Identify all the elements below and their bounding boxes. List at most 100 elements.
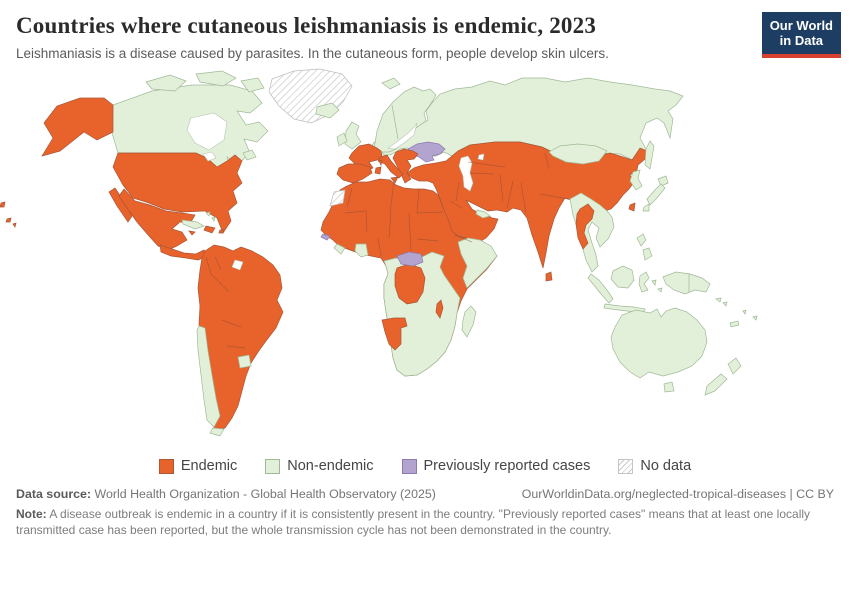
region-thailand[interactable] (575, 203, 595, 250)
region-somalia[interactable] (457, 237, 498, 289)
region-new-guinea[interactable] (662, 271, 711, 295)
region-new-caledonia[interactable] (729, 320, 740, 328)
region-korea[interactable] (629, 169, 643, 191)
region-new-zealand[interactable] (704, 373, 728, 396)
legend-swatch-endemic (158, 458, 174, 474)
region-new-zealand[interactable] (727, 357, 742, 375)
page-title: Countries where cutaneous leishmaniasis … (16, 13, 597, 38)
region-japan[interactable] (657, 175, 669, 187)
region-drc[interactable] (394, 263, 426, 305)
region-svalbard[interactable] (381, 77, 401, 90)
region-australia[interactable] (610, 307, 708, 379)
region-cuba[interactable] (181, 219, 205, 230)
region-sulawesi[interactable] (638, 271, 650, 293)
region-namibia[interactable] (381, 317, 408, 351)
region-puerto-rico[interactable] (218, 229, 225, 234)
region-moluccas[interactable] (651, 279, 657, 286)
region-hispaniola[interactable] (203, 225, 216, 234)
region-philippines[interactable] (636, 233, 647, 247)
great-lakes (202, 151, 217, 162)
header: Countries where cutaneous leishmaniasis … (0, 0, 850, 61)
data-source: Data source: World Health Organization -… (16, 487, 436, 501)
region-iberia[interactable] (336, 163, 373, 184)
region-japan[interactable] (646, 183, 666, 206)
region-central-america[interactable] (159, 244, 209, 261)
owid-logo-line2: in Data (779, 33, 824, 49)
region-tasmania[interactable] (663, 381, 675, 393)
region-alaska[interactable] (41, 97, 114, 157)
region-ireland[interactable] (336, 132, 348, 147)
legend-label-no-data: No data (640, 458, 692, 474)
region-taiwan[interactable] (628, 202, 636, 212)
region-liberia[interactable] (333, 243, 346, 255)
region-mexico[interactable] (118, 188, 196, 251)
region-scandinavia[interactable] (373, 86, 437, 153)
region-hawaii[interactable] (12, 222, 17, 228)
region-tierra-del-fuego[interactable] (209, 427, 225, 437)
region-jamaica[interactable] (188, 230, 196, 236)
region-moluccas[interactable] (657, 287, 663, 293)
footnote-text: A disease outbreak is endemic in a count… (16, 507, 811, 537)
region-greenland[interactable] (268, 68, 353, 124)
region-bahamas[interactable] (205, 211, 211, 217)
region-sumatra[interactable] (587, 273, 614, 304)
region-borneo[interactable] (610, 265, 635, 289)
footnote-label: Note: (16, 507, 47, 521)
owid-logo[interactable]: Our World in Data (761, 12, 841, 58)
legend-label-previously-reported: Previously reported cases (423, 458, 591, 474)
region-solomon-islands[interactable] (715, 297, 722, 303)
footnote: Note: A disease outbreak is endemic in a… (16, 507, 834, 539)
country-borders (205, 104, 690, 349)
legend-swatch-previously-reported (401, 458, 417, 474)
baltic-sea (387, 122, 418, 150)
legend-label-non-endemic: Non-endemic (287, 458, 374, 474)
legend-label-endemic: Endemic (180, 458, 238, 474)
region-philippines[interactable] (642, 247, 653, 261)
caspian-sea (458, 155, 474, 192)
legend-item-non-endemic[interactable]: Non-endemic (265, 458, 374, 474)
region-arctic-islands[interactable] (145, 74, 187, 92)
region-ukraine[interactable] (407, 141, 446, 163)
region-arctic-islands[interactable] (195, 70, 237, 87)
region-sardinia[interactable] (374, 166, 382, 175)
region-corsica[interactable] (378, 159, 383, 167)
region-mongolia[interactable] (548, 143, 608, 165)
region-bahamas[interactable] (211, 216, 216, 222)
region-balkans[interactable] (392, 148, 419, 184)
data-source-text: World Health Organization - Global Healt… (94, 487, 436, 501)
french-guiana-gap (231, 259, 244, 271)
page-subtitle: Leishmaniasis is a disease caused by par… (16, 46, 609, 61)
aral-sea (477, 153, 485, 161)
legend-item-endemic[interactable]: Endemic (158, 458, 238, 474)
region-sakhalin[interactable] (644, 140, 655, 170)
license-link[interactable]: OurWorldinData.org/neglected-tropical-di… (521, 487, 834, 501)
world-map (0, 68, 758, 437)
data-source-label: Data source: (16, 487, 92, 501)
owid-logo-line1: Our World (769, 18, 833, 33)
region-sri-lanka[interactable] (545, 271, 553, 282)
region-uae[interactable] (475, 209, 491, 219)
region-guinea-bissau[interactable] (320, 233, 331, 241)
legend-swatch-non-endemic (265, 458, 281, 474)
region-newfoundland[interactable] (242, 149, 257, 161)
region-sicily[interactable] (390, 176, 399, 184)
region-fiji[interactable] (752, 315, 758, 321)
region-ghana[interactable] (354, 243, 369, 258)
legend-swatch-no-data (618, 458, 634, 474)
region-central-african-republic[interactable] (396, 251, 424, 267)
region-arctic-islands[interactable] (240, 77, 265, 93)
region-western-sahara[interactable] (329, 189, 346, 207)
region-madagascar[interactable] (461, 305, 477, 338)
region-pacific-island[interactable] (0, 201, 6, 208)
region-uruguay[interactable] (237, 354, 252, 369)
legend-item-previously-reported[interactable]: Previously reported cases (401, 458, 591, 474)
region-japan[interactable] (642, 203, 650, 212)
region-solomon-islands[interactable] (722, 301, 728, 307)
region-iceland[interactable] (315, 102, 340, 119)
region-chile[interactable] (196, 325, 221, 428)
region-united-kingdom[interactable] (344, 121, 362, 150)
region-hawaii[interactable] (5, 217, 12, 223)
region-malawi[interactable] (435, 299, 444, 319)
region-vanuatu[interactable] (742, 309, 747, 315)
legend-item-no-data[interactable]: No data (618, 458, 691, 474)
